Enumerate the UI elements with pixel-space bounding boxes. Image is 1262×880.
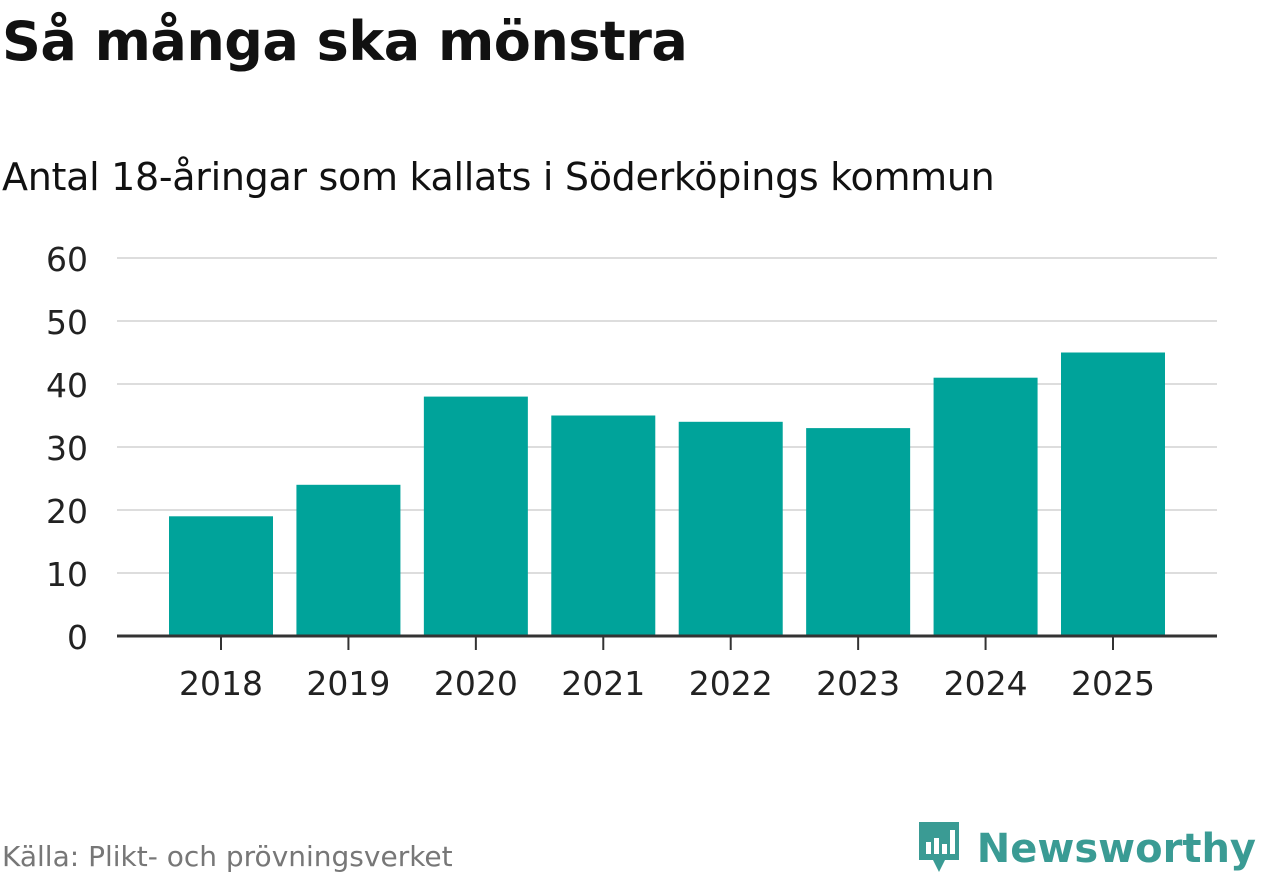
x-tick-label: 2018 <box>179 664 263 703</box>
bar-2025 <box>1061 352 1165 636</box>
bar-2023 <box>806 428 911 636</box>
chart-title: Så många ska mönstra <box>2 10 688 73</box>
x-tick-label: 2022 <box>689 664 773 703</box>
y-tick-label: 10 <box>46 555 88 594</box>
bar-2021 <box>551 415 656 636</box>
newsworthy-logo-icon <box>915 818 963 880</box>
brand-logo: Newsworthy <box>915 818 1256 880</box>
x-tick-label: 2019 <box>306 664 390 703</box>
bar-chart: 0 10 20 30 40 50 60 2018 2019 2020 2021 2022 2023 202… <box>46 240 1217 703</box>
x-tick-label: 2023 <box>816 664 900 703</box>
bar-2018 <box>169 516 273 636</box>
grid-layer <box>117 257 1217 574</box>
x-tick-label: 2021 <box>561 664 645 703</box>
y-tick-label: 0 <box>67 618 88 657</box>
y-tick-label: 60 <box>46 240 88 279</box>
bar-2024 <box>933 377 1038 636</box>
brand-name: Newsworthy <box>976 826 1256 872</box>
bar-2019 <box>296 484 401 636</box>
y-tick-label: 50 <box>46 303 88 342</box>
x-tick-label: 2020 <box>434 664 518 703</box>
x-tick-label: 2025 <box>1071 664 1155 703</box>
bar-layer <box>169 352 1165 636</box>
y-tick-label: 40 <box>46 366 88 405</box>
y-tick-label: 20 <box>46 492 88 531</box>
chart-subtitle: Antal 18-åringar som kallats i Söderköpi… <box>2 155 995 199</box>
source-note: Källa: Plikt- och prövningsverket <box>2 840 453 873</box>
y-tick-label: 30 <box>46 429 88 468</box>
x-tick-label: 2024 <box>944 664 1028 703</box>
axis-layer: 0 10 20 30 40 50 60 2018 2019 2020 2021 2022 2023 202… <box>46 240 1217 703</box>
bar-2020 <box>423 396 528 636</box>
bar-2022 <box>678 421 783 636</box>
